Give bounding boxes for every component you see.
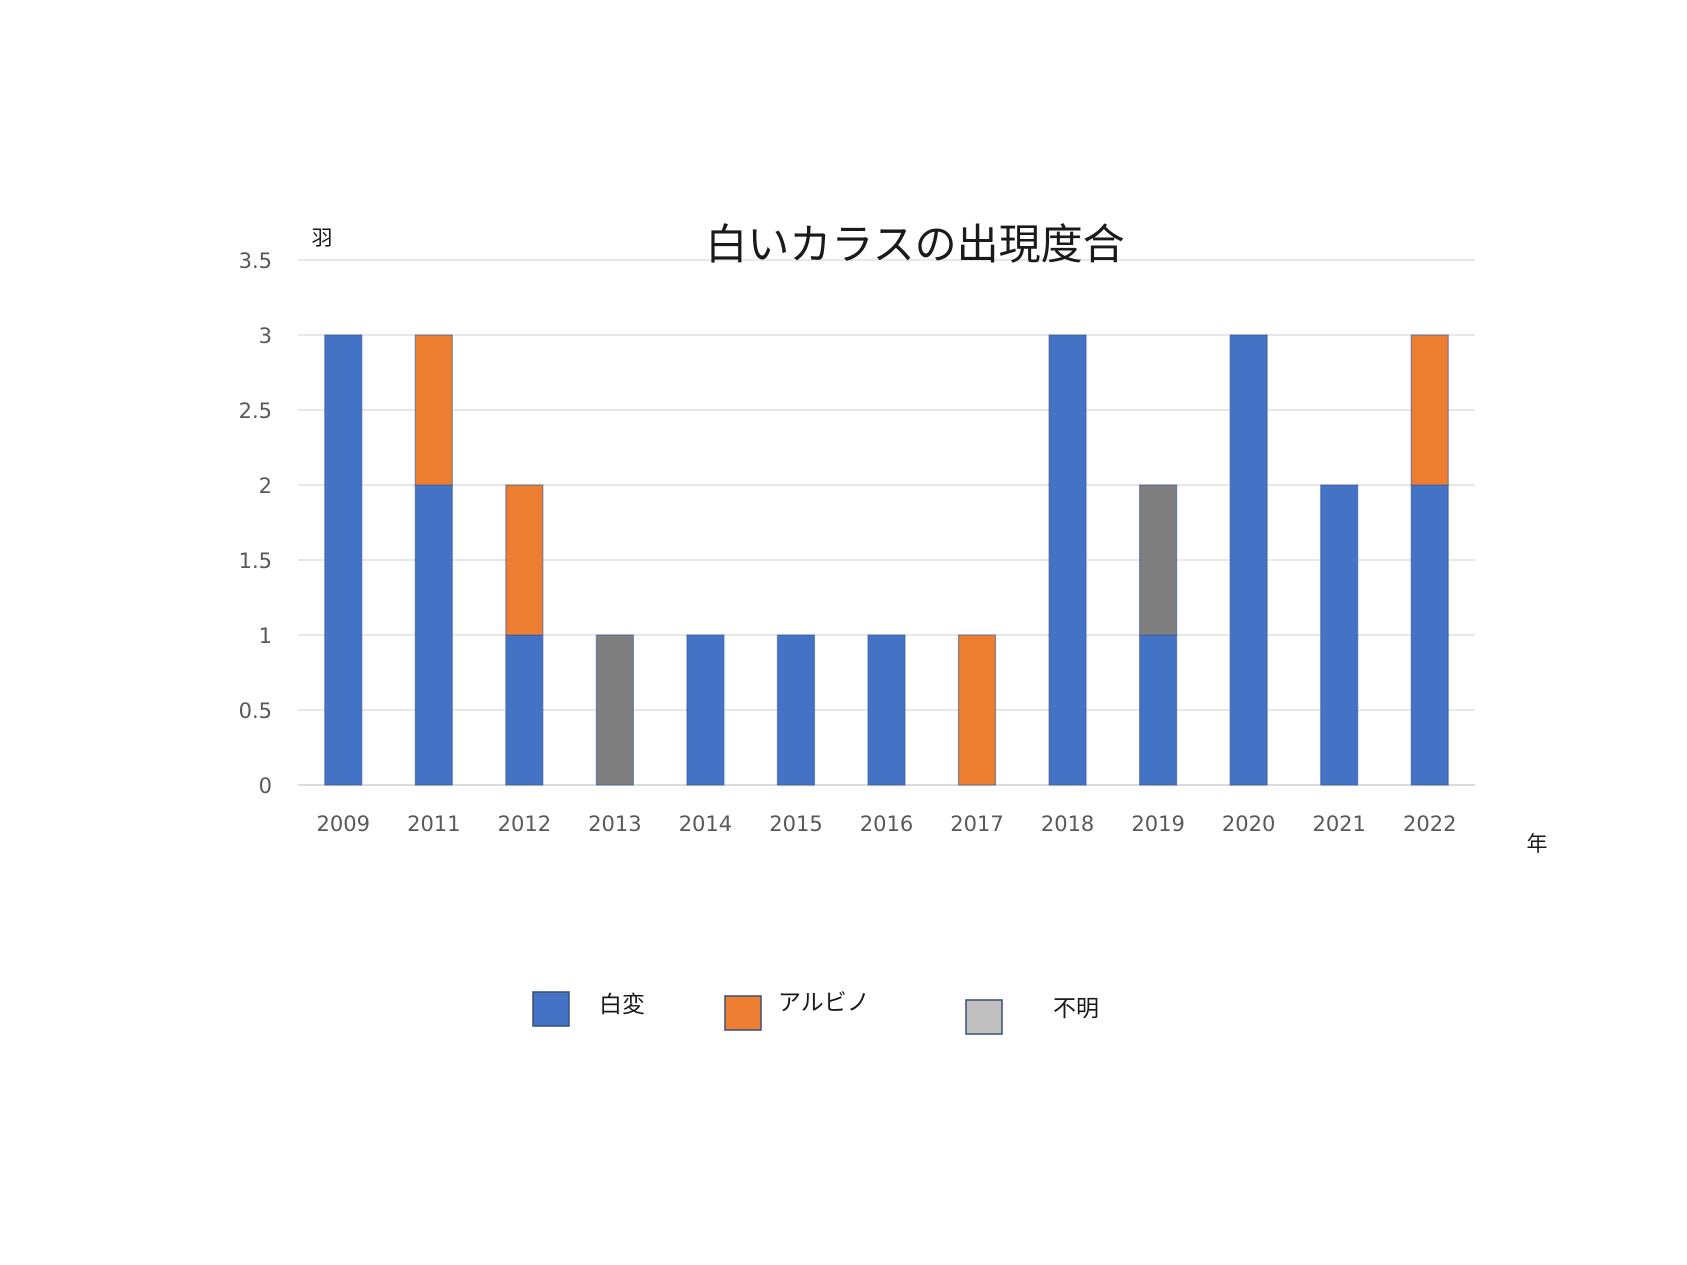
legend-swatch — [532, 991, 570, 1027]
legend-label: 不明 — [1053, 996, 1099, 1022]
bar-segment — [1410, 484, 1449, 786]
x-tick-label: 2014 — [679, 812, 732, 836]
legend-swatch — [724, 995, 762, 1031]
gridlines — [298, 259, 1475, 786]
y-tick-label: 2.5 — [239, 399, 272, 423]
bar-segment — [505, 484, 544, 636]
x-tick-label: 2009 — [317, 812, 370, 836]
x-tick-label: 2017 — [950, 812, 1003, 836]
y-tick-label: 1 — [259, 624, 272, 648]
y-tick-label: 0 — [259, 774, 272, 798]
bar-segment — [1139, 484, 1178, 636]
bar-segment — [324, 334, 363, 786]
y-tick-label: 0.5 — [239, 699, 272, 723]
bar-segment — [595, 634, 634, 786]
x-tick-label: 2018 — [1041, 812, 1094, 836]
legend: 白変 アルビノ 不明 — [532, 990, 1099, 1035]
bars — [324, 334, 1449, 786]
bar-segment — [867, 634, 906, 786]
bar-segment — [505, 634, 544, 786]
legend-label: 白変 — [599, 992, 645, 1018]
bar-segment — [957, 634, 997, 786]
bar-segment — [776, 634, 816, 786]
x-tick-label: 2022 — [1403, 812, 1456, 836]
y-tick-label: 1.5 — [239, 549, 272, 573]
x-tick-label: 2021 — [1312, 812, 1365, 836]
bar-segment — [686, 634, 725, 786]
legend-swatch — [965, 999, 1003, 1035]
legend-label: アルビノ — [778, 990, 870, 1016]
y-tick-label: 3 — [259, 324, 272, 348]
x-axis-ticks: 2009 2011 2012 2013 2014 2015 2016 2017 2018 2019… — [317, 812, 1457, 836]
bar-segment — [1229, 334, 1268, 786]
x-axis-label: 年 — [1527, 832, 1548, 856]
y-axis-label: 羽 — [312, 226, 333, 250]
y-tick-label: 2 — [259, 474, 272, 498]
x-tick-label: 2016 — [860, 812, 913, 836]
bar-segment — [1048, 334, 1087, 786]
x-tick-label: 2011 — [407, 812, 460, 836]
bar-segment — [1139, 634, 1178, 786]
x-tick-label: 2019 — [1131, 812, 1184, 836]
y-axis-ticks: 0 0.5 1 1.5 2 2.5 3 3.5 — [239, 249, 272, 798]
bar-segment — [414, 484, 453, 786]
bar-segment — [414, 334, 453, 486]
bar-segment — [1410, 334, 1449, 486]
chart-title: 白いカラスの出現度合 — [705, 220, 1124, 269]
bar-segment — [1320, 484, 1359, 786]
x-tick-label: 2020 — [1222, 812, 1275, 836]
x-tick-label: 2012 — [498, 812, 551, 836]
x-tick-label: 2013 — [588, 812, 641, 836]
x-tick-label: 2015 — [769, 812, 822, 836]
y-tick-label: 3.5 — [239, 249, 272, 273]
